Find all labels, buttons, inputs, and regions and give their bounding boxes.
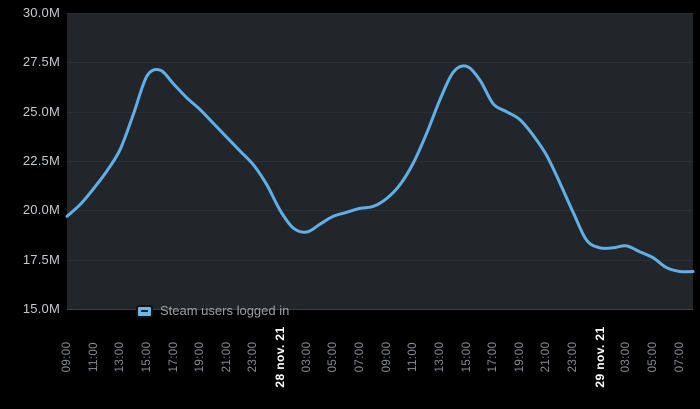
x-axis-tick-label: 07:00 <box>354 341 367 373</box>
x-axis-tick-label: 17:00 <box>487 341 500 373</box>
x-axis-tick-label: 15:00 <box>140 341 153 373</box>
x-axis-tick-label: 17:00 <box>167 341 180 373</box>
x-axis-tick-label: 19:00 <box>513 341 526 373</box>
y-axis-tick-label: 30.0M <box>22 5 60 20</box>
y-axis-tick-label: 22.5M <box>22 153 60 168</box>
x-axis-tick-label: 23:00 <box>247 341 260 373</box>
legend-label[interactable]: Steam users logged in <box>160 303 290 318</box>
chart-canvas <box>65 13 695 310</box>
plot-area: Steam users logged in <box>65 13 695 318</box>
x-axis-tick-label: 05:00 <box>327 341 340 373</box>
y-axis-tick-label: 15.0M <box>22 301 60 316</box>
series-legend-marker-icon[interactable] <box>136 304 153 318</box>
x-axis-tick-label: 21:00 <box>220 341 233 373</box>
legend[interactable]: Steam users logged in <box>136 303 289 319</box>
x-axis-tick-label: 13:00 <box>433 341 446 373</box>
x-axis-tick-label: 05:00 <box>647 341 660 373</box>
x-axis-tick-label: 21:00 <box>540 341 553 373</box>
x-axis-tick-label: 09:00 <box>61 341 73 373</box>
y-axis-tick-label: 27.5M <box>22 54 60 70</box>
x-axis-date-label: 29 nov. 21 <box>592 326 607 388</box>
x-axis-tick-label: 15:00 <box>460 341 473 373</box>
x-axis-date-label: 28 nov. 21 <box>273 326 288 388</box>
x-axis-tick-label: 03:00 <box>620 341 633 373</box>
x-axis-tick-label: 07:00 <box>673 341 686 373</box>
x-axis-tick-label: 11:00 <box>407 342 420 372</box>
x-axis-tick-label: 13:00 <box>114 341 127 373</box>
x-axis-tick-label: 03:00 <box>300 341 313 373</box>
x-axis-tick-label: 11:00 <box>87 342 100 372</box>
series-line <box>65 64 695 274</box>
x-axis-tick-label: 19:00 <box>194 341 207 373</box>
x-axis-tick-label: 09:00 <box>380 341 393 373</box>
y-axis-tick-label: 17.5M <box>22 251 60 267</box>
x-axis-tick-label: 23:00 <box>567 341 580 373</box>
y-axis-tick-label: 25.0M <box>22 103 60 119</box>
y-axis-tick-label: 20.0M <box>22 202 60 218</box>
